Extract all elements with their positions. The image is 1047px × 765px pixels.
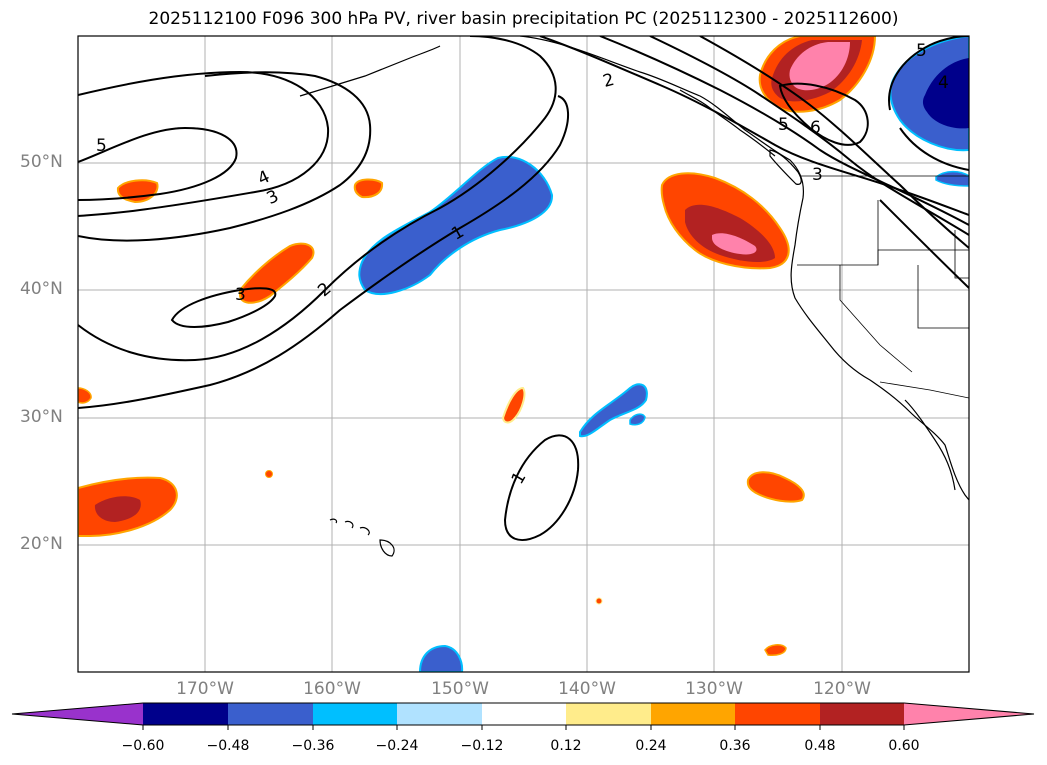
positive-region-small-6 [764, 644, 787, 656]
positive-region-small-2 [353, 178, 384, 199]
plot-frame [77, 35, 970, 673]
colorbar [11, 702, 1035, 730]
pv-contour-2-east [539, 36, 969, 216]
colorbar-segment [313, 703, 397, 725]
us-mexico-border [879, 381, 969, 399]
colorbar-tick-label: 0.24 [635, 738, 667, 754]
lat-label-20n: 20°N [20, 534, 63, 554]
pv-contour-5-east [699, 36, 969, 249]
lon-label-150w: 150°W [431, 679, 489, 699]
positive-region-northwest-coast-peak [712, 233, 757, 255]
contour-label: 3 [235, 285, 246, 305]
pv-contour-1-main [78, 95, 569, 409]
lon-label-160w: 160°W [303, 679, 361, 699]
vancouver-island [769, 149, 802, 185]
negative-region-northeast-core [922, 58, 969, 129]
pv-contour-4-west [78, 70, 330, 217]
colorbar-tick-label: 0.12 [550, 738, 582, 754]
negative-region-coast [935, 170, 969, 187]
colorbar-extend-left [12, 703, 143, 725]
negative-region-central [358, 155, 554, 295]
contour-label: 3 [812, 165, 823, 185]
colorbar-tick-label: −0.48 [206, 738, 250, 754]
positive-region-gulf-peak [789, 42, 850, 91]
colorbar-tick-label: −0.12 [460, 738, 504, 754]
pv-contour-1-loop [503, 434, 580, 541]
political-boundaries [797, 175, 969, 399]
positive-region-dot-2 [595, 597, 603, 605]
lon-label-170w: 170°W [176, 679, 234, 699]
pv-contour-4-ne [899, 127, 969, 171]
positive-region-dot-1 [265, 470, 273, 478]
positive-region-small-5 [78, 387, 92, 404]
lat-label-40n: 40°N [20, 279, 63, 299]
colorbar-extend-right [904, 703, 1034, 725]
state-border-5 [954, 230, 969, 279]
pv-contour-5-west [78, 126, 238, 201]
map-title: 2025112100 F096 300 hPa PV, river basin … [148, 9, 899, 29]
colorbar-tick-label: 0.60 [888, 738, 920, 754]
positive-region-small-4 [501, 386, 526, 424]
state-border-3 [917, 265, 969, 329]
coastlines [299, 36, 969, 557]
alaska-panhandle [679, 89, 776, 157]
pv-contour-2-main [78, 36, 557, 362]
lon-label-120w: 120°W [813, 679, 871, 699]
contour-label: 5 [916, 41, 927, 61]
pv-contour-3-loop [170, 287, 277, 328]
negative-anomaly-regions [358, 36, 969, 672]
colorbar-segment [566, 703, 651, 725]
state-border-2 [839, 265, 913, 373]
contour-label: 5 [96, 136, 107, 156]
lon-label-130w: 130°W [685, 679, 743, 699]
pv-contour-3-east [599, 36, 969, 226]
pv-contour-5-ne [888, 36, 969, 111]
pv-contour-6-east [778, 82, 869, 146]
pv-contour-3-west [78, 71, 372, 242]
colorbar-segment [482, 703, 566, 725]
hawaii-islands [329, 518, 395, 557]
colorbar-segment [397, 703, 482, 725]
contour-label: 5 [778, 115, 789, 135]
colorbar-segment [143, 703, 228, 725]
colorbar-tick-label: 0.48 [804, 738, 836, 754]
colorbar-tick-label: −0.36 [291, 738, 335, 754]
contour-label: 2 [601, 70, 617, 92]
colorbar-tick-label: 0.36 [719, 738, 751, 754]
baja-coast [904, 399, 956, 491]
colorbar-segment [820, 703, 904, 725]
lon-label-140w: 140°W [558, 679, 616, 699]
contour-label: 6 [810, 118, 821, 138]
pv-contour-east-edge [879, 199, 969, 289]
contour-label: 4 [938, 73, 949, 93]
colorbar-segment [735, 703, 820, 725]
lat-label-30n: 30°N [20, 407, 63, 427]
negative-region-south [418, 644, 464, 672]
north-america-coast [519, 36, 969, 501]
colorbar-tick-label: −0.24 [375, 738, 419, 754]
negative-region-subtropical [579, 383, 648, 438]
pv-contour-4-east [649, 36, 969, 236]
colorbar-segment [228, 703, 313, 725]
negative-region-small-a [629, 413, 646, 426]
pv-contours [78, 36, 969, 541]
lat-label-50n: 50°N [20, 152, 63, 172]
colorbar-segment [651, 703, 735, 725]
colorbar-tick-label: −0.60 [121, 738, 165, 754]
aleutian-islands [299, 45, 441, 97]
positive-region-small-3 [746, 471, 805, 503]
positive-region-dateline-core [94, 496, 141, 522]
